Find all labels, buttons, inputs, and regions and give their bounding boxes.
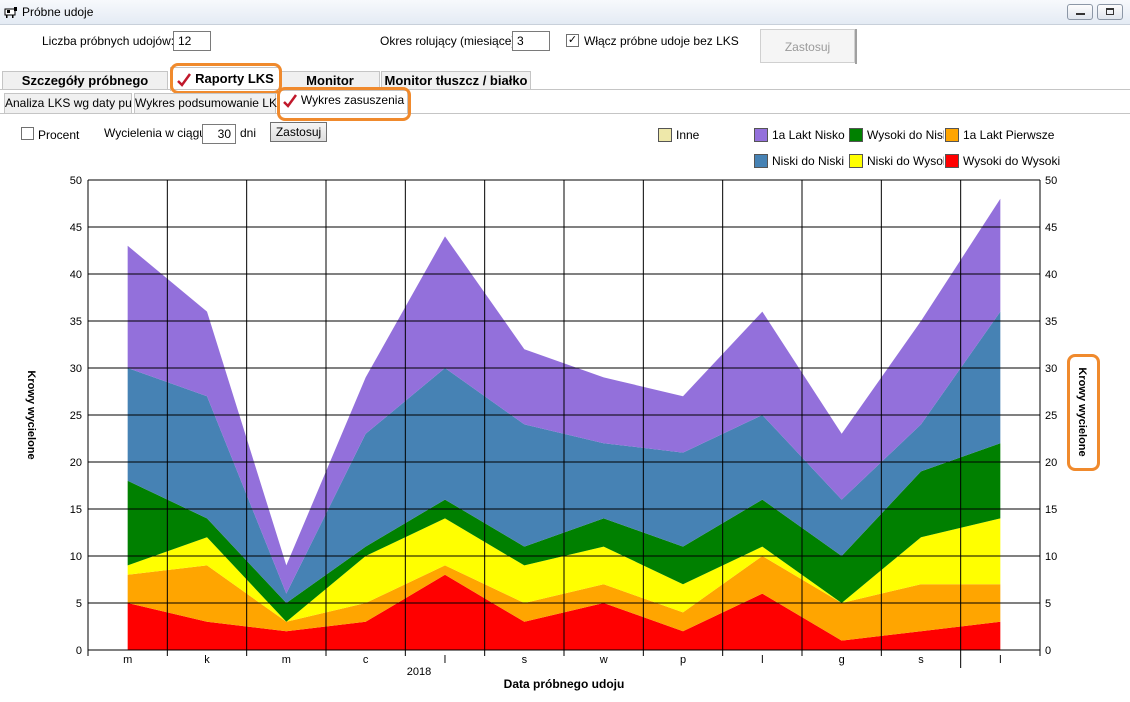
y-tick-left-1: 5 — [76, 598, 82, 610]
tab-lks-summary-chart[interactable]: Wykres podsumowanie LKS — [134, 93, 285, 113]
legend-swatch — [754, 154, 768, 168]
highlight-frame — [277, 87, 411, 121]
y-tick-left-10: 50 — [70, 175, 82, 187]
x-tick-label-5: s — [522, 654, 528, 666]
y-tick-right-7: 35 — [1045, 316, 1057, 328]
legend-swatch — [945, 128, 959, 142]
check-icon — [177, 72, 192, 87]
legend-swatch — [945, 154, 959, 168]
y-tick-right-0: 0 — [1045, 645, 1051, 657]
y-tick-left-8: 40 — [70, 269, 82, 281]
legend-label: Niski do Wysoki — [867, 154, 944, 168]
x-tick-label-11: l — [999, 654, 1001, 666]
apply-chart-button[interactable]: Zastosuj — [270, 122, 327, 142]
y-tick-right-2: 10 — [1045, 551, 1057, 563]
legend-label: 1a Lakt Pierwsze — [963, 128, 1055, 142]
trial-count-input[interactable] — [173, 31, 211, 51]
include-no-lks-checkbox[interactable]: ✓ — [566, 34, 579, 47]
x-tick-label-0: m — [123, 654, 132, 666]
app-cow-icon — [4, 7, 17, 18]
x-tick-label-10: s — [918, 654, 924, 666]
legend-swatch — [754, 128, 768, 142]
tab-dry-off-chart-label: Wykres zasuszenia — [300, 93, 405, 107]
y-tick-left-2: 10 — [70, 551, 82, 563]
tab-lks-reports-label: Raporty LKS — [195, 71, 274, 86]
tab-lks-reports[interactable]: Raporty LKS — [170, 67, 280, 91]
y-tick-left-4: 20 — [70, 457, 82, 469]
y-tick-right-4: 20 — [1045, 457, 1057, 469]
x-tick-label-6: w — [599, 654, 608, 666]
highlight-frame — [1067, 354, 1100, 471]
y-tick-left-0: 0 — [76, 645, 82, 657]
check-icon — [282, 94, 297, 108]
y-tick-left-5: 25 — [70, 410, 82, 422]
x-tick-label-8: l — [761, 654, 763, 666]
tab-divider — [0, 89, 1130, 90]
legend-label: Niski do Niski — [772, 154, 845, 168]
y-axis-label-right: Krowy wycielone — [1076, 367, 1088, 456]
rolling-period-input[interactable] — [512, 31, 550, 51]
tab-lks-by-date[interactable]: Analiza LKS wg daty pu — [4, 93, 132, 113]
include-no-lks-label: Włącz próbne udoje bez LKS — [584, 34, 739, 48]
x-tick-label-1: k — [204, 654, 210, 666]
y-tick-left-3: 15 — [70, 504, 82, 516]
legend-label: 1a Lakt Nisko — [772, 128, 845, 142]
y-tick-left-7: 35 — [70, 316, 82, 328]
tab-fat-protein-monitor[interactable]: Monitor tłuszcz / białko — [381, 71, 531, 90]
legend-item-2: Niski do Wysoki — [849, 154, 944, 170]
percent-label: Procent — [38, 128, 80, 142]
days-label: dni — [240, 126, 257, 140]
highlight-frame — [170, 63, 282, 94]
x-tick-label-2: m — [282, 654, 291, 666]
separator — [855, 29, 857, 64]
y-tick-right-3: 15 — [1045, 504, 1057, 516]
minimize-button[interactable] — [1067, 4, 1093, 20]
y-tick-right-8: 40 — [1045, 269, 1057, 281]
percent-checkbox[interactable] — [21, 127, 34, 140]
x-tick-label-9: g — [839, 654, 845, 666]
maximize-button[interactable] — [1097, 4, 1123, 20]
legend-item-3: Wysoki do Niski — [849, 128, 944, 144]
legend-swatch — [849, 128, 863, 142]
legend-swatch — [849, 154, 863, 168]
year-label: 2018 — [407, 666, 431, 678]
legend-label: Wysoki do Wysoki — [963, 154, 1061, 168]
legend-label: Wysoki do Niski — [867, 128, 944, 142]
rolling-period-label: Okres rolujący (miesiące) — [380, 34, 516, 48]
y-axis-label-left: Krowy wycielone — [25, 370, 37, 459]
window-title: Próbne udoje — [22, 5, 94, 19]
x-axis-label: Data próbnego udoju — [504, 677, 625, 691]
x-tick-label-3: c — [363, 654, 369, 666]
calving-within-label: Wycielenia w ciągu — [104, 126, 206, 140]
y-tick-right-9: 45 — [1045, 222, 1057, 234]
legend-label: Inne — [676, 128, 700, 142]
title-bar: Próbne udoje — [0, 0, 1130, 25]
apply-settings-button[interactable]: Zastosuj — [760, 29, 855, 63]
y-tick-left-9: 45 — [70, 222, 82, 234]
y-tick-right-6: 30 — [1045, 363, 1057, 375]
y-tick-right-5: 25 — [1045, 410, 1057, 422]
x-tick-label-7: p — [680, 654, 686, 666]
y-tick-right-10: 50 — [1045, 175, 1057, 187]
x-tick-label-4: l — [444, 654, 446, 666]
y-tick-left-6: 30 — [70, 363, 82, 375]
sub-tab-divider — [0, 113, 1130, 114]
y-tick-right-1: 5 — [1045, 598, 1051, 610]
calving-days-input[interactable] — [202, 124, 236, 144]
trial-count-label: Liczba próbnych udojów: — [42, 34, 175, 48]
legend-swatch — [658, 128, 672, 142]
